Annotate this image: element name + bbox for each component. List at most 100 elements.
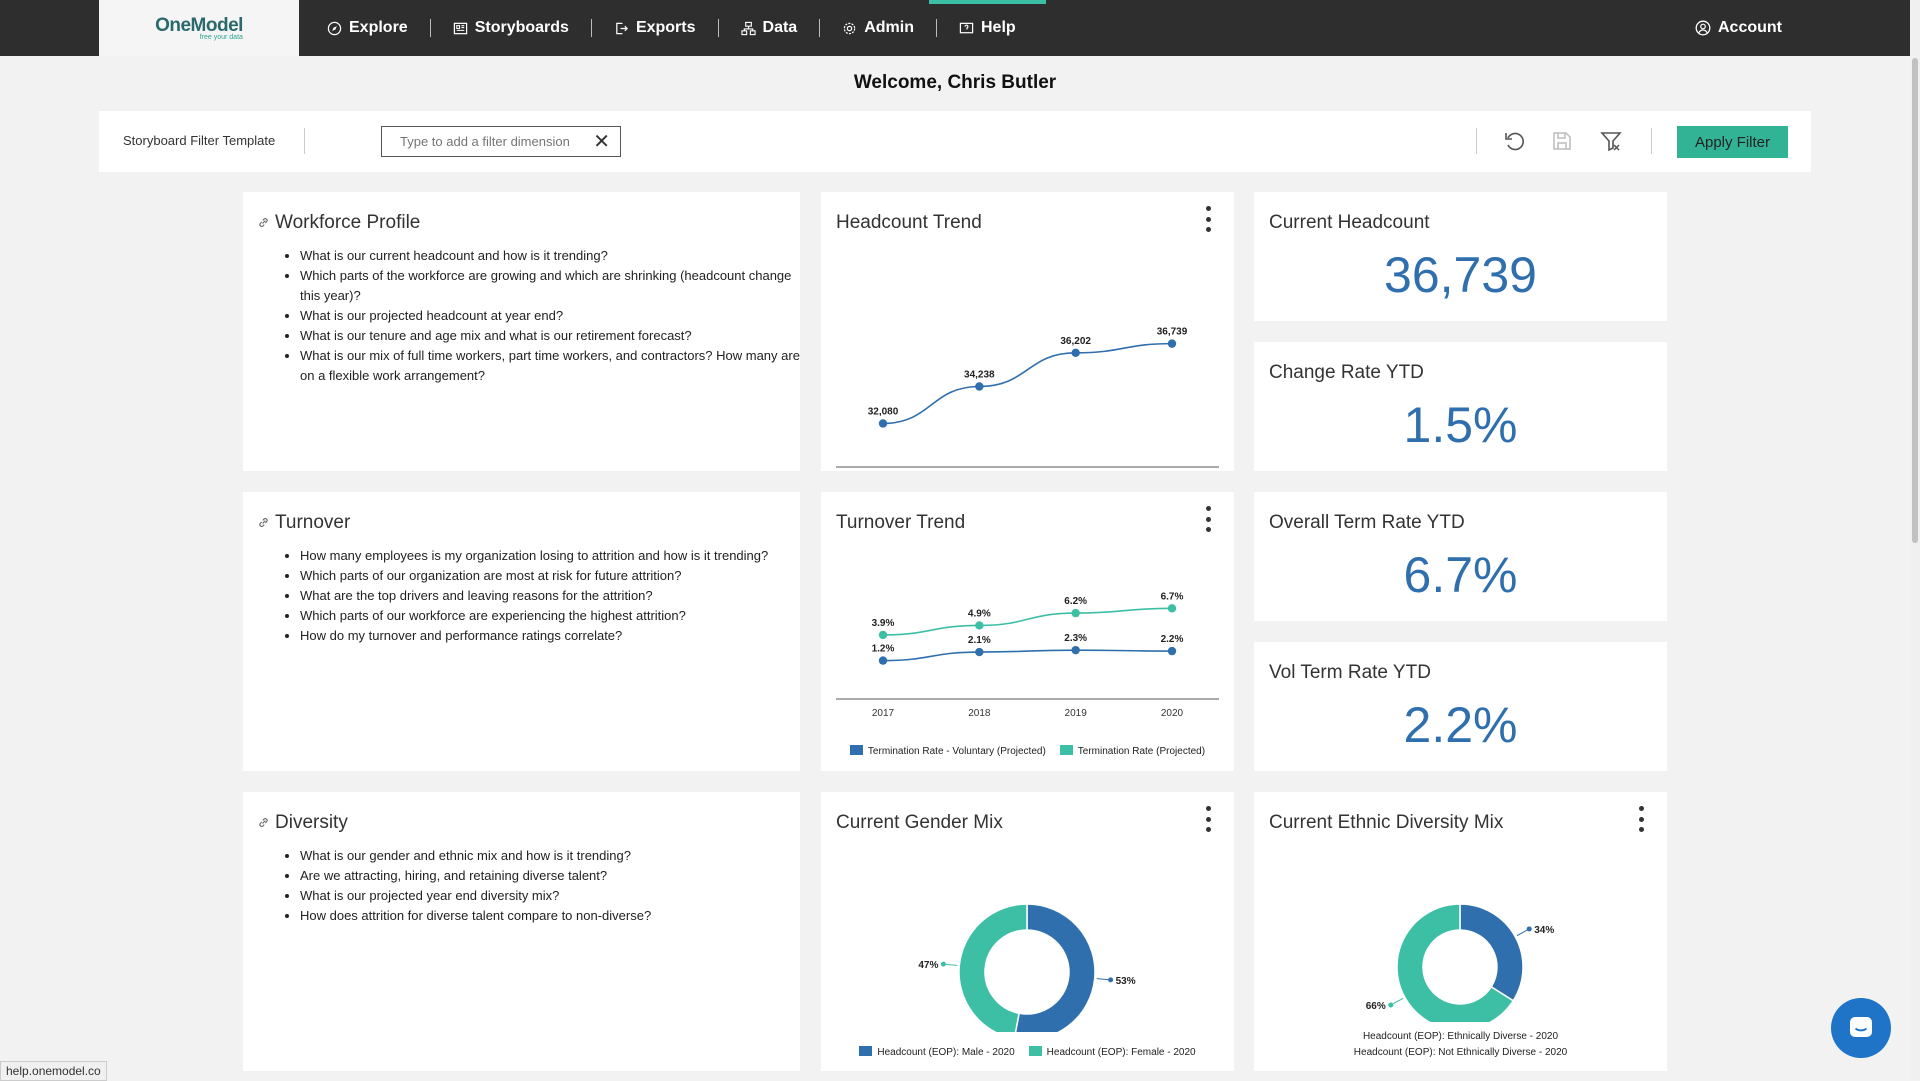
slice-label: 34% <box>1534 925 1554 936</box>
gender-mix-title: Current Gender Mix <box>836 812 1003 833</box>
kpi-title: Change Rate YTD <box>1269 362 1424 383</box>
turnover-trend-chart: 2017 2018 2019 2020 1.2% 2.1% 2.3% 2.2% 3.9% 4.9%… <box>836 591 1219 719</box>
turnover-trend-card: Turnover Trend 2017 2018 2019 2020 1.2% 2.1% 2… <box>821 492 1234 771</box>
question-item: What is our projected headcount at year … <box>300 306 800 326</box>
nav-data[interactable]: Data <box>719 0 820 56</box>
label-leader-dot <box>1108 977 1114 983</box>
data-label: 2.3% <box>1064 633 1087 644</box>
status-bar-url: help.onemodel.co <box>0 1061 107 1081</box>
data-point <box>1167 646 1177 656</box>
link-icon[interactable] <box>257 216 270 229</box>
legend-item[interactable]: Termination Rate - Voluntary (Projected) <box>849 745 1046 757</box>
slice-label: 53% <box>1116 976 1136 987</box>
nav-help[interactable]: Help <box>929 0 1046 56</box>
data-point <box>975 621 984 630</box>
data-point <box>878 419 888 428</box>
data-point <box>975 382 984 391</box>
storyboard-icon <box>453 22 467 34</box>
more-options-icon[interactable] <box>1206 206 1212 232</box>
nav-storyboards-label: Storyboards <box>474 19 569 36</box>
ethnic-mix-title: Current Ethnic Diversity Mix <box>1269 812 1504 833</box>
chat-launcher-button[interactable] <box>1831 998 1891 1058</box>
diversity-title[interactable]: Diversity <box>275 812 348 833</box>
main-nav: Explore Storyboards Exports Data Admin H… <box>305 0 1046 56</box>
headcount-trend-card: Headcount Trend 201720182019202032,08034… <box>821 192 1234 471</box>
apply-filter-button[interactable]: Apply Filter <box>1677 126 1788 158</box>
nav-help-label: Help <box>980 19 1016 36</box>
account-menu[interactable]: Account <box>1695 0 1782 56</box>
data-icon <box>740 21 756 35</box>
x-tick-label: 2020 <box>1161 708 1184 719</box>
donut-slice <box>1459 903 1524 1002</box>
page-scrollbar[interactable] <box>1910 0 1920 1080</box>
label-leader-dot <box>1388 1002 1394 1008</box>
divider <box>304 128 305 154</box>
kpi-value: 1.5% <box>1403 397 1518 453</box>
workforce-profile-title[interactable]: Workforce Profile <box>275 212 421 233</box>
undo-icon[interactable] <box>1502 129 1526 153</box>
series-line <box>882 607 1173 636</box>
question-item: Which parts of our workforce are experie… <box>300 606 800 626</box>
save-icon[interactable] <box>1550 129 1574 153</box>
link-icon[interactable] <box>257 516 270 529</box>
top-nav-bar: OneModel free your data Explore Storyboa… <box>0 0 1910 56</box>
more-options-icon[interactable] <box>1206 506 1212 532</box>
data-point <box>1167 604 1177 613</box>
account-icon <box>1695 20 1711 36</box>
legend-item[interactable]: Headcount (EOP): Ethnically Diverse - 20… <box>1254 1029 1667 1045</box>
legend-item[interactable]: Headcount (EOP): Male - 2020 <box>859 1046 1015 1058</box>
filter-dimension-field[interactable]: ✕ <box>381 126 621 157</box>
x-tick-label: 2018 <box>968 708 991 719</box>
data-point <box>1167 339 1177 348</box>
filter-dimension-input[interactable] <box>398 133 592 150</box>
question-item: How do my turnover and performance ratin… <box>300 626 800 646</box>
nav-explore-label: Explore <box>349 19 408 36</box>
onemodel-logo[interactable]: OneModel free your data <box>99 0 299 56</box>
legend-label: Headcount (EOP): Female - 2020 <box>1046 1047 1196 1058</box>
nav-admin[interactable]: Admin <box>820 0 936 56</box>
clear-filter-icon[interactable]: ✕ <box>593 130 610 153</box>
data-point <box>878 630 888 640</box>
gender-mix-donut-chart: 53% 47% <box>918 903 1136 1032</box>
legend-item[interactable]: Termination Rate (Projected) <box>1059 745 1205 757</box>
more-options-icon[interactable] <box>1206 806 1212 832</box>
ethnic-legend: Headcount (EOP): Ethnically Diverse - 20… <box>1254 1029 1667 1061</box>
legend-swatch <box>1028 1046 1042 1056</box>
legend-label: Headcount (EOP): Not Ethnically Diverse … <box>1353 1047 1568 1058</box>
nav-divider <box>429 19 431 37</box>
kpi-value: 6.7% <box>1403 547 1518 603</box>
question-item: What is our mix of full time workers, pa… <box>300 346 800 386</box>
nav-divider <box>717 19 719 37</box>
turnover-title[interactable]: Turnover <box>275 512 351 533</box>
scrollbar-thumb[interactable] <box>1912 58 1918 543</box>
chat-icon <box>1850 1017 1872 1037</box>
legend-swatch <box>849 745 863 755</box>
link-icon[interactable] <box>257 816 270 829</box>
kpi-title: Vol Term Rate YTD <box>1269 662 1431 683</box>
data-label: 6.7% <box>1161 591 1184 602</box>
data-point <box>1071 608 1080 618</box>
label-leader-dot <box>940 961 946 967</box>
legend-item[interactable]: Headcount (EOP): Not Ethnically Diverse … <box>1254 1045 1667 1061</box>
turnover-legend: Termination Rate - Voluntary (Projected)… <box>821 745 1234 757</box>
workforce-profile-card: Workforce Profile What is our current he… <box>243 192 800 471</box>
storyboard-filter-bar: Storyboard Filter Template ✕ Apply Filte… <box>99 111 1811 172</box>
legend-item[interactable]: Headcount (EOP): Female - 2020 <box>1028 1046 1196 1058</box>
filter-icon[interactable] <box>1599 129 1623 153</box>
data-point <box>1071 348 1080 358</box>
diversity-card: Diversity What is our gender and ethnic … <box>243 792 800 1071</box>
more-options-icon[interactable] <box>1639 806 1645 832</box>
kpi-value: 2.2% <box>1403 697 1518 753</box>
legend-label: Termination Rate - Voluntary (Projected) <box>867 746 1046 757</box>
label-leader-dot <box>1526 926 1532 932</box>
logo-tagline: free your data <box>199 34 243 41</box>
question-item: How many employees is my organization lo… <box>300 546 800 566</box>
nav-exports[interactable]: Exports <box>592 0 718 56</box>
x-tick-label: 2017 <box>872 708 895 719</box>
nav-explore[interactable]: Explore <box>305 0 430 56</box>
turnover-trend-title: Turnover Trend <box>836 512 966 533</box>
nav-storyboards[interactable]: Storyboards <box>431 0 591 56</box>
workforce-questions: What is our current headcount and how is… <box>270 246 800 386</box>
data-label: 1.2% <box>872 644 895 655</box>
